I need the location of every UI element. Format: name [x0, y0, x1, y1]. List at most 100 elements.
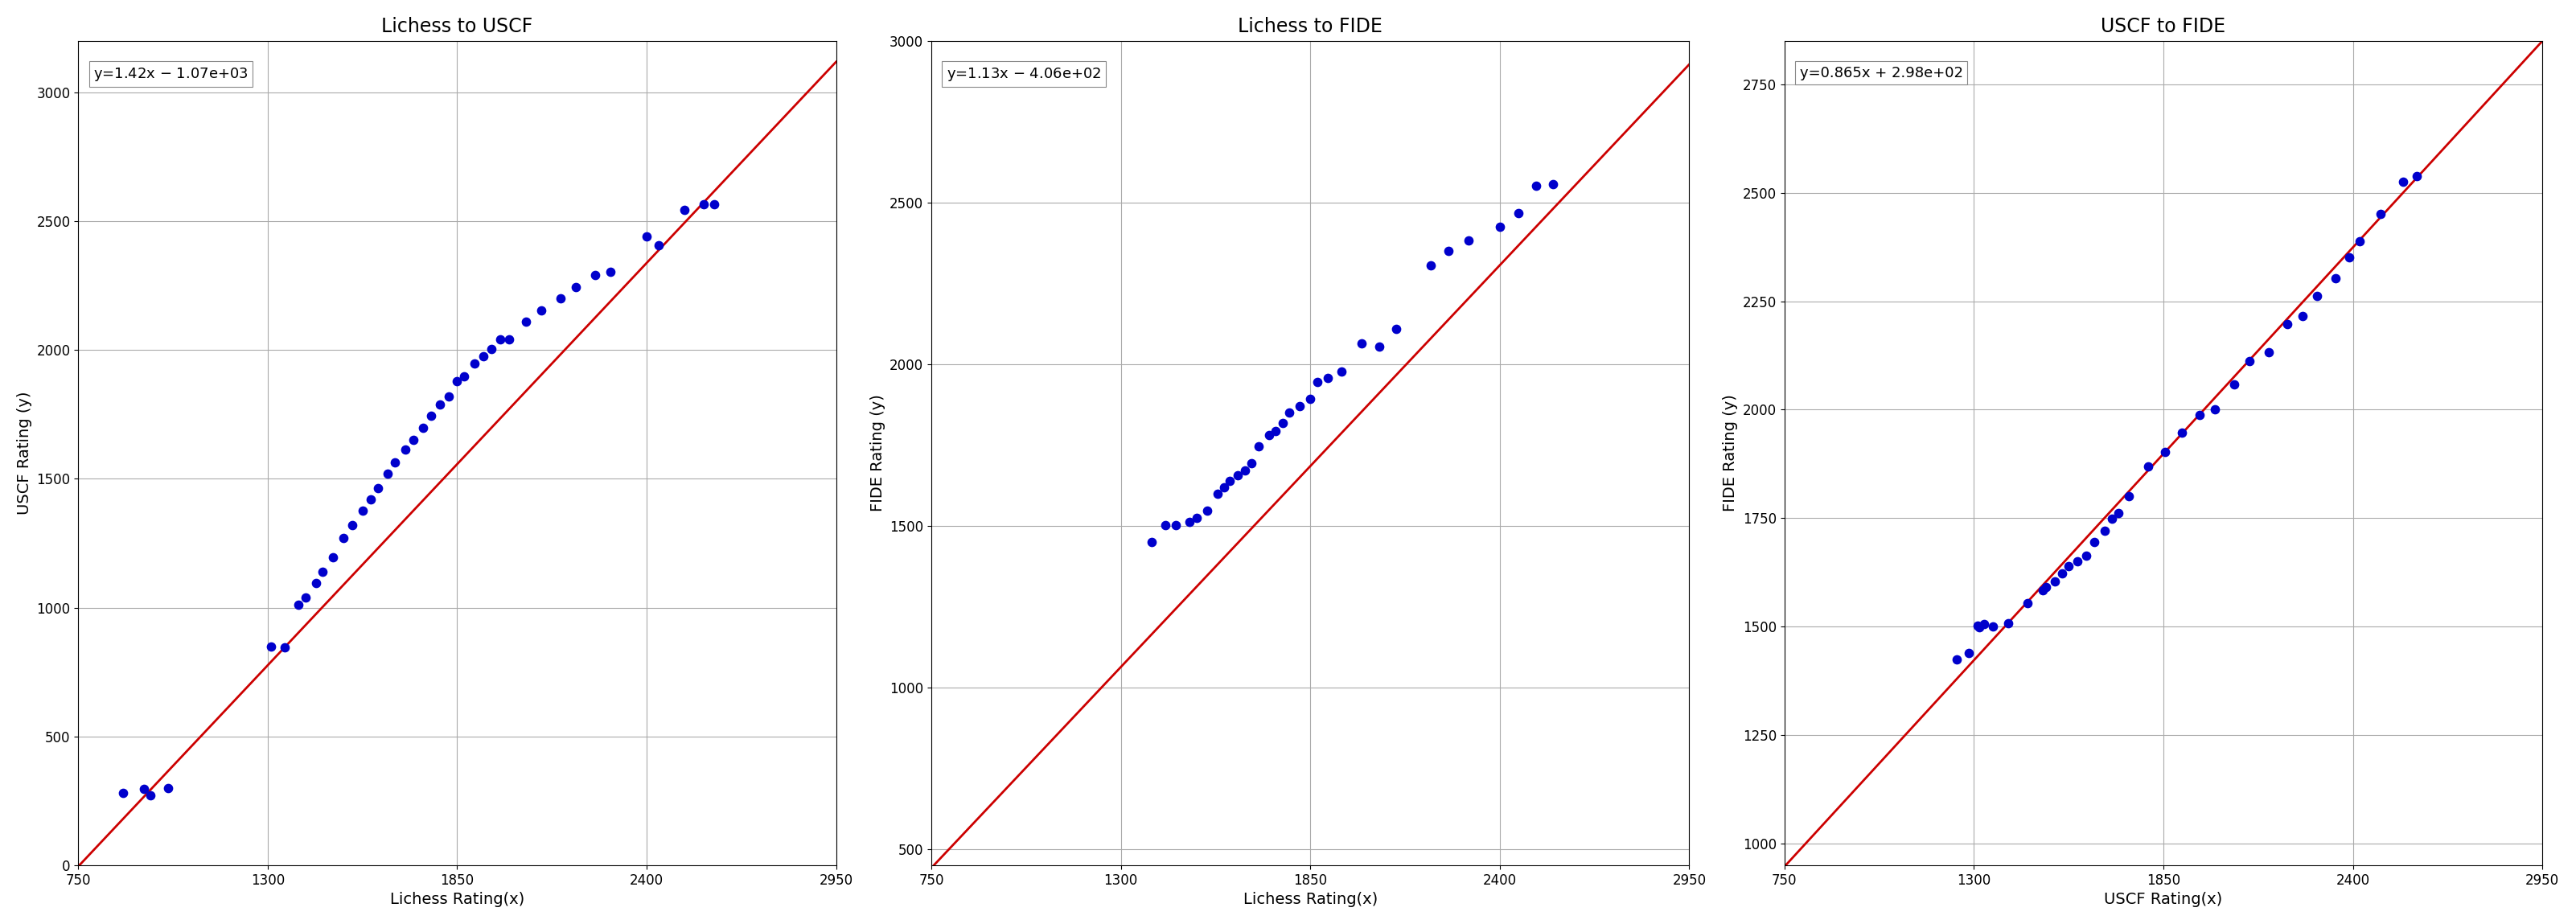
Point — [374, 455, 415, 469]
Point — [2360, 207, 2401, 222]
Point — [2249, 345, 2290, 359]
Point — [574, 268, 616, 283]
Point — [1533, 176, 1574, 191]
Point — [1376, 322, 1417, 336]
Text: y=1.42x $-$ 1.07e+03: y=1.42x $-$ 1.07e+03 — [93, 66, 247, 82]
Point — [2040, 565, 2081, 580]
Point — [2128, 459, 2169, 474]
Point — [1479, 219, 1520, 234]
Point — [479, 333, 520, 347]
Point — [505, 314, 546, 329]
Point — [2213, 377, 2254, 392]
Point — [296, 576, 337, 590]
Point — [1306, 371, 1347, 385]
Point — [312, 550, 353, 565]
X-axis label: Lichess Rating(x): Lichess Rating(x) — [1244, 892, 1378, 907]
Title: Lichess to FIDE: Lichess to FIDE — [1239, 17, 1383, 36]
Point — [147, 781, 188, 796]
Point — [2282, 309, 2324, 323]
Point — [2316, 271, 2357, 286]
Point — [1499, 205, 1540, 220]
Point — [420, 396, 461, 411]
Y-axis label: FIDE Rating (y): FIDE Rating (y) — [871, 395, 886, 512]
Point — [322, 530, 363, 545]
Point — [2107, 489, 2148, 504]
Point — [1342, 335, 1383, 350]
Point — [1958, 620, 1999, 635]
Point — [1262, 416, 1303, 431]
Point — [1321, 364, 1363, 379]
Y-axis label: USCF Rating (y): USCF Rating (y) — [18, 392, 31, 515]
Point — [1973, 619, 2014, 634]
Point — [520, 303, 562, 318]
Point — [1154, 517, 1195, 532]
Point — [541, 291, 582, 306]
Point — [2329, 250, 2370, 265]
Point — [1255, 424, 1296, 439]
Point — [435, 374, 477, 389]
Point — [2074, 535, 2115, 550]
Point — [332, 517, 374, 532]
Point — [1358, 339, 1399, 354]
Title: Lichess to USCF: Lichess to USCF — [381, 17, 533, 36]
Point — [2179, 407, 2221, 422]
Point — [2097, 505, 2138, 520]
Point — [1203, 480, 1244, 494]
Point — [2383, 175, 2424, 189]
X-axis label: USCF Rating(x): USCF Rating(x) — [2105, 892, 2223, 907]
Point — [1188, 504, 1229, 518]
X-axis label: Lichess Rating(x): Lichess Rating(x) — [389, 892, 526, 907]
Point — [471, 341, 513, 356]
Point — [626, 229, 667, 244]
Point — [1280, 399, 1321, 414]
Point — [2022, 583, 2063, 598]
Point — [124, 782, 165, 796]
Point — [286, 590, 327, 604]
Point — [301, 565, 343, 579]
Point — [443, 369, 484, 383]
Point — [392, 432, 433, 447]
Text: y=1.13x $-$ 4.06e+02: y=1.13x $-$ 4.06e+02 — [945, 66, 1100, 82]
Title: USCF to FIDE: USCF to FIDE — [2102, 17, 2226, 36]
Point — [590, 264, 631, 279]
Point — [2056, 553, 2097, 568]
Point — [665, 202, 706, 217]
Point — [2066, 549, 2107, 564]
Point — [2035, 574, 2076, 589]
Point — [1448, 233, 1489, 248]
Point — [410, 408, 451, 423]
Point — [428, 389, 469, 404]
Point — [265, 640, 307, 655]
Point — [1231, 456, 1273, 471]
Point — [250, 638, 291, 653]
Point — [2396, 168, 2437, 183]
Point — [1144, 518, 1185, 533]
Point — [1239, 439, 1280, 454]
Point — [1218, 468, 1260, 482]
Point — [2084, 523, 2125, 538]
Point — [1291, 392, 1332, 407]
Point — [1296, 374, 1337, 389]
Point — [358, 480, 399, 495]
Point — [453, 356, 495, 371]
Point — [1177, 510, 1218, 525]
Point — [1409, 258, 1450, 273]
Point — [1947, 646, 1989, 661]
Point — [1270, 406, 1311, 420]
Point — [366, 467, 407, 481]
Point — [1427, 243, 1468, 258]
Point — [1515, 178, 1556, 193]
Point — [2195, 402, 2236, 417]
Point — [1208, 473, 1249, 488]
Point — [2143, 444, 2184, 459]
Point — [2048, 559, 2089, 574]
Point — [384, 442, 425, 456]
Point — [129, 788, 170, 803]
Point — [1963, 616, 2004, 631]
Point — [2267, 316, 2308, 331]
Point — [1958, 618, 1999, 633]
Point — [556, 280, 598, 295]
Text: y=0.865x + 2.98e+02: y=0.865x + 2.98e+02 — [1801, 66, 1963, 80]
Point — [2161, 425, 2202, 440]
Point — [461, 349, 502, 364]
